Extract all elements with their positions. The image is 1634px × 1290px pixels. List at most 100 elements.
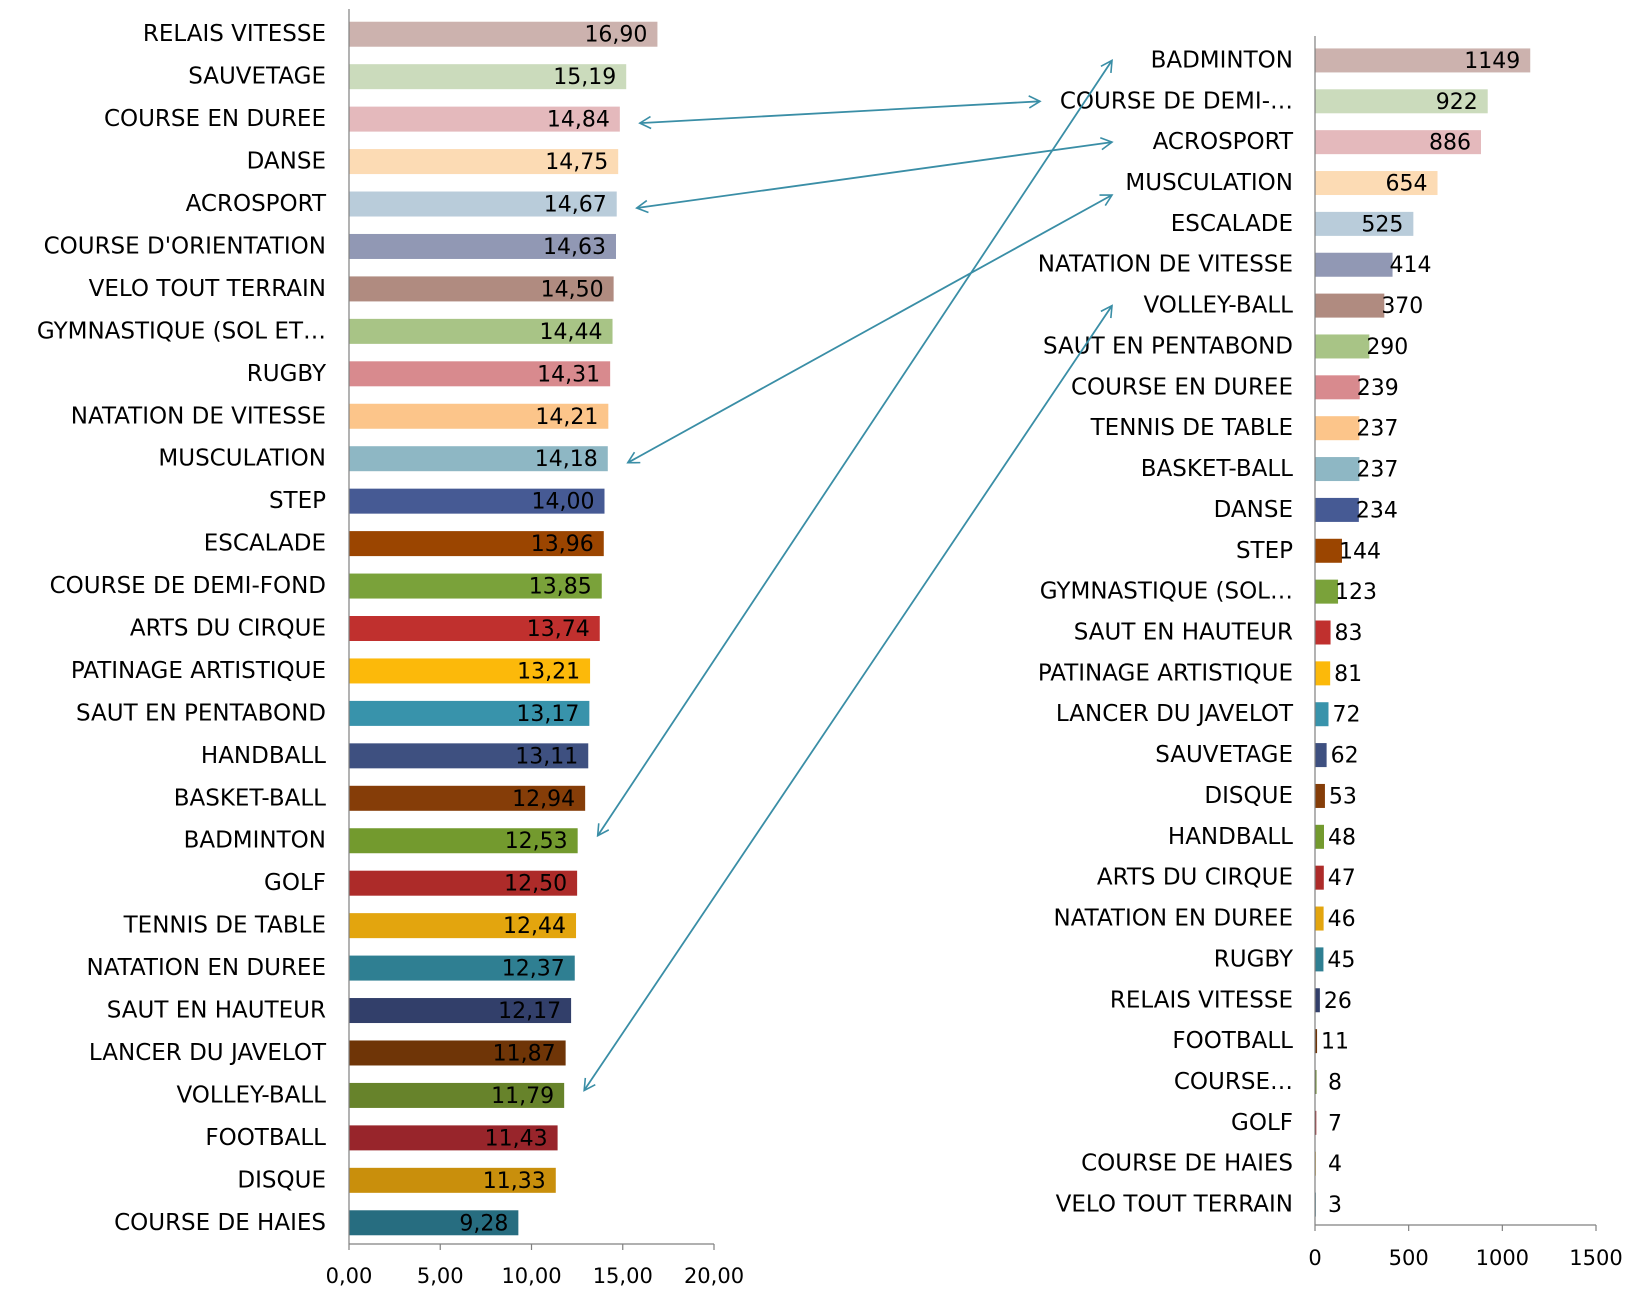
- right-data-label: 922: [1436, 90, 1478, 115]
- left-bar: [349, 1040, 566, 1066]
- right-category-label: COURSE…: [1174, 1069, 1293, 1095]
- connector-arrow: [635, 136, 1114, 214]
- right-category-label: HANDBALL: [1168, 824, 1293, 850]
- left-bar: [349, 361, 611, 387]
- left-data-label: 14,21: [535, 405, 598, 430]
- left-data-label: 14,63: [543, 235, 606, 260]
- right-data-label: 7: [1328, 1111, 1342, 1136]
- right-data-label: 4: [1328, 1152, 1342, 1177]
- left-data-label: 13,85: [529, 575, 592, 600]
- right-bar-chart: BADMINTON 1149 COURSE DE DEMI-… 922 ACROSPOR…: [1038, 36, 1623, 1270]
- left-bar: [349, 743, 589, 769]
- left-category-label: BASKET-BALL: [174, 785, 326, 811]
- right-data-label: 234: [1356, 498, 1398, 523]
- left-data-label: 13,11: [515, 744, 578, 769]
- left-data-label: 9,28: [459, 1211, 508, 1236]
- right-bar: [1315, 457, 1360, 482]
- left-x-tick-label: 0,00: [326, 1264, 373, 1288]
- left-bar: [349, 870, 578, 896]
- right-data-label: 290: [1366, 335, 1408, 360]
- right-category-label: DISQUE: [1204, 783, 1293, 809]
- left-category-label: FOOTBALL: [205, 1125, 326, 1151]
- left-data-label: 13,96: [531, 532, 594, 557]
- left-category-label: PATINAGE ARTISTIQUE: [71, 658, 326, 684]
- right-bar: [1315, 48, 1531, 73]
- left-bar: [349, 785, 586, 811]
- left-bar: [349, 403, 609, 429]
- right-category-label: COURSE DE HAIES: [1081, 1151, 1293, 1177]
- right-data-label: 83: [1335, 621, 1363, 646]
- left-bar: [349, 955, 575, 981]
- right-bar: [1315, 171, 1438, 196]
- left-category-label: SAUVETAGE: [188, 64, 326, 90]
- left-category-label: GOLF: [264, 870, 326, 896]
- left-bar: [349, 446, 608, 472]
- right-data-label: 47: [1328, 866, 1356, 891]
- right-bar: [1315, 824, 1324, 849]
- left-category-label: COURSE DE DEMI-FOND: [50, 573, 326, 599]
- left-category-label: SAUT EN HAUTEUR: [107, 998, 326, 1024]
- left-bar: [349, 21, 658, 47]
- left-category-label: DANSE: [247, 149, 326, 175]
- left-bar: [349, 64, 627, 90]
- left-data-label: 13,17: [516, 702, 579, 727]
- left-category-label: LANCER DU JAVELOT: [89, 1040, 327, 1066]
- left-category-label: ACROSPORT: [186, 191, 327, 217]
- right-data-label: 654: [1386, 172, 1428, 197]
- left-category-label: STEP: [269, 488, 326, 514]
- connector-arrow: [638, 95, 1042, 130]
- left-x-tick-label: 15,00: [593, 1264, 653, 1288]
- right-category-label: LANCER DU JAVELOT: [1056, 701, 1294, 727]
- right-category-label: VELO TOUT TERRAIN: [1056, 1192, 1293, 1218]
- right-data-label: 62: [1331, 744, 1359, 769]
- right-bar: [1315, 865, 1324, 890]
- right-data-label: 72: [1332, 703, 1360, 728]
- right-bar: [1315, 906, 1324, 931]
- right-category-label: COURSE EN DUREE: [1071, 374, 1293, 400]
- left-data-label: 14,75: [545, 150, 608, 175]
- left-bar: [349, 616, 600, 641]
- left-bar: [349, 1082, 565, 1108]
- right-bar: [1315, 538, 1342, 563]
- right-bar: [1315, 702, 1329, 727]
- left-category-label: ESCALADE: [204, 531, 326, 557]
- right-bar: [1315, 620, 1331, 645]
- right-category-label: STEP: [1236, 538, 1293, 564]
- left-category-label: NATATION EN DUREE: [87, 955, 326, 981]
- right-data-label: 237: [1356, 417, 1398, 442]
- right-bar: [1315, 1110, 1317, 1135]
- right-bar: [1315, 334, 1370, 359]
- right-category-label: SAUVETAGE: [1155, 742, 1293, 768]
- right-x-tick-label: 0: [1308, 1246, 1321, 1270]
- left-category-label: COURSE EN DUREE: [104, 106, 326, 132]
- right-data-label: 8: [1328, 1070, 1342, 1095]
- left-data-label: 11,33: [483, 1169, 546, 1194]
- right-category-label: DANSE: [1214, 497, 1293, 523]
- right-category-label: BASKET-BALL: [1141, 456, 1293, 482]
- right-data-label: 46: [1328, 907, 1356, 932]
- right-bar: [1315, 661, 1331, 686]
- left-data-label: 12,94: [512, 787, 575, 812]
- left-bar: [349, 828, 578, 854]
- right-data-label: 886: [1429, 131, 1471, 156]
- right-data-label: 525: [1361, 212, 1403, 237]
- right-category-label: RELAIS VITESSE: [1110, 987, 1293, 1013]
- left-category-label: NATATION DE VITESSE: [71, 403, 326, 429]
- left-data-label: 15,19: [553, 65, 616, 90]
- right-data-label: 45: [1327, 948, 1355, 973]
- right-data-label: 3: [1328, 1193, 1342, 1218]
- right-bar: [1315, 497, 1359, 522]
- right-data-label: 1149: [1464, 49, 1520, 74]
- left-data-label: 14,44: [540, 320, 603, 345]
- left-category-label: RELAIS VITESSE: [143, 21, 326, 47]
- left-bar: [349, 106, 620, 132]
- left-category-label: COURSE D'ORIENTATION: [44, 233, 326, 259]
- left-category-label: TENNIS DE TABLE: [123, 913, 326, 939]
- left-category-label: GYMNASTIQUE (SOL ET…: [37, 318, 326, 344]
- connector-arrow: [596, 59, 1113, 838]
- left-data-label: 12,50: [504, 872, 567, 897]
- right-data-label: 81: [1334, 662, 1362, 687]
- left-category-label: ARTS DU CIRQUE: [130, 616, 326, 642]
- right-category-label: NATATION DE VITESSE: [1038, 252, 1293, 278]
- right-category-label: MUSCULATION: [1125, 170, 1293, 196]
